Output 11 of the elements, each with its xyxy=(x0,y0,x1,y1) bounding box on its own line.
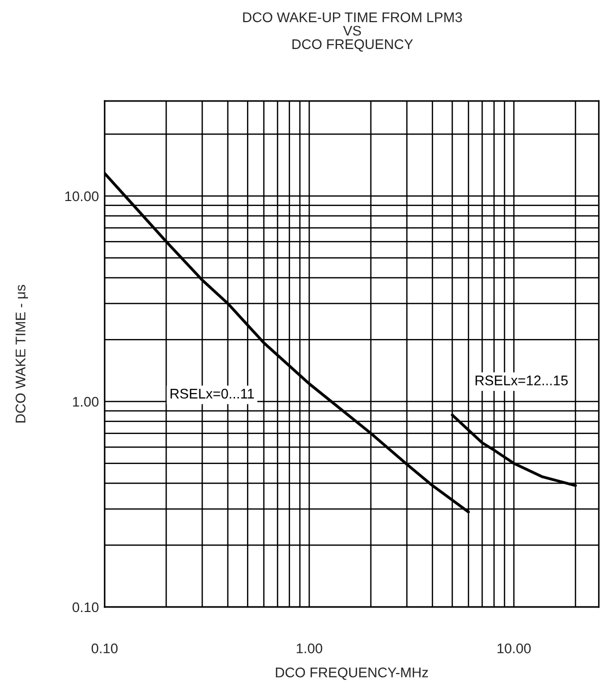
chart-title: DCO WAKE-UP TIME FROM LPM3 VS DCO FREQUENCY xyxy=(243,12,462,52)
y-axis-title: DCO WAKE TIME - μs xyxy=(16,284,28,422)
x-tick-label: 0.10 xyxy=(92,643,118,654)
y-tick-label: 1.00 xyxy=(73,396,99,407)
x-tick-label: 10.00 xyxy=(498,643,531,654)
x-axis-title: DCO FREQUENCY-MHz xyxy=(276,668,428,680)
y-tick-label: 10.00 xyxy=(65,191,99,202)
y-tick-label: 0.10 xyxy=(72,602,99,612)
text: RSELx=0...11 xyxy=(170,388,254,399)
text: RSELx=12...15 xyxy=(476,376,568,386)
x-tick-label: 1.00 xyxy=(296,643,322,654)
